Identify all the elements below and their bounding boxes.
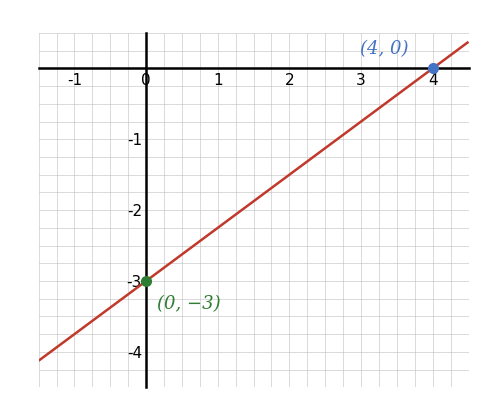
Text: (4, 0): (4, 0) <box>360 40 409 59</box>
Text: (0, −3): (0, −3) <box>157 295 221 313</box>
